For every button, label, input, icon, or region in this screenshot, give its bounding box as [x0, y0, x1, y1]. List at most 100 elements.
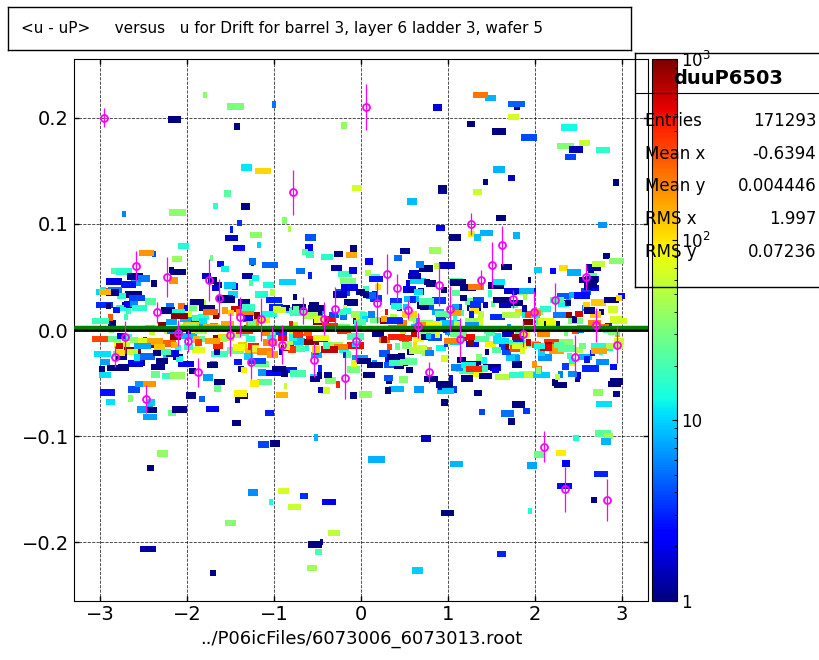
Bar — [178, 324, 183, 331]
Bar — [531, 310, 540, 316]
Bar — [492, 338, 509, 344]
Bar — [450, 331, 467, 337]
Bar — [473, 189, 481, 195]
Bar — [487, 290, 491, 297]
Bar — [93, 317, 108, 324]
Bar — [168, 116, 181, 123]
Bar — [559, 265, 568, 271]
Bar — [396, 304, 400, 310]
Bar — [511, 334, 520, 340]
Bar — [466, 334, 475, 341]
Bar — [375, 284, 380, 290]
Bar — [416, 261, 423, 268]
Bar — [512, 288, 516, 295]
Bar — [257, 242, 261, 248]
Bar — [262, 339, 277, 346]
Bar — [261, 311, 277, 317]
Bar — [143, 337, 147, 343]
Bar — [525, 288, 536, 294]
Bar — [388, 385, 404, 392]
Bar — [292, 306, 299, 312]
Bar — [486, 330, 494, 337]
Bar — [229, 332, 239, 339]
Bar — [544, 342, 551, 348]
Bar — [460, 376, 473, 381]
Bar — [275, 391, 287, 398]
Bar — [106, 303, 111, 309]
Bar — [328, 312, 338, 318]
Bar — [468, 370, 482, 377]
Bar — [400, 358, 417, 364]
Bar — [209, 570, 216, 576]
Bar — [295, 328, 304, 335]
Bar — [532, 342, 540, 348]
Bar — [448, 338, 462, 344]
Bar — [115, 354, 127, 360]
Bar — [423, 279, 429, 285]
Bar — [113, 307, 120, 313]
Bar — [443, 341, 447, 347]
Bar — [397, 352, 405, 359]
Bar — [320, 254, 333, 260]
Bar — [363, 372, 374, 378]
Bar — [411, 323, 418, 330]
Bar — [593, 471, 608, 477]
Bar — [268, 498, 272, 505]
Bar — [477, 358, 486, 364]
Bar — [242, 304, 255, 311]
Bar — [443, 326, 446, 333]
Bar — [281, 370, 287, 377]
Bar — [236, 310, 253, 316]
Bar — [562, 363, 568, 370]
Bar — [213, 282, 221, 288]
Bar — [151, 364, 165, 370]
Bar — [568, 146, 582, 152]
Bar — [393, 362, 403, 369]
Bar — [224, 282, 236, 288]
Bar — [491, 279, 505, 285]
Bar — [235, 330, 249, 337]
Bar — [116, 269, 131, 275]
Bar — [245, 319, 259, 325]
Bar — [444, 339, 450, 346]
Bar — [503, 288, 518, 294]
Bar — [567, 318, 582, 324]
Bar — [548, 348, 563, 354]
Bar — [478, 409, 484, 415]
Bar — [252, 275, 258, 281]
Bar — [309, 302, 319, 309]
Bar — [224, 520, 236, 526]
Bar — [581, 304, 585, 311]
Bar — [389, 360, 403, 366]
Bar — [174, 345, 180, 351]
Bar — [340, 278, 355, 284]
Bar — [307, 305, 324, 311]
Bar — [346, 366, 360, 373]
Bar — [225, 235, 238, 242]
Bar — [466, 305, 481, 312]
Bar — [567, 371, 577, 377]
Bar — [413, 386, 423, 393]
Bar — [134, 343, 151, 349]
Bar — [436, 224, 444, 231]
Bar — [618, 293, 624, 299]
Bar — [233, 245, 245, 251]
Bar — [478, 365, 488, 372]
Bar — [255, 291, 268, 298]
Bar — [314, 316, 325, 323]
Bar — [172, 309, 184, 315]
Bar — [414, 288, 423, 295]
Bar — [124, 347, 141, 354]
Bar — [183, 305, 188, 311]
Bar — [601, 345, 613, 351]
Bar — [368, 457, 385, 463]
Bar — [258, 442, 269, 448]
Bar — [238, 366, 244, 372]
Bar — [487, 282, 503, 288]
Bar — [237, 220, 242, 226]
Bar — [188, 325, 204, 331]
Bar — [214, 385, 221, 391]
Bar — [334, 323, 350, 330]
Bar — [419, 303, 428, 310]
Bar — [578, 140, 589, 147]
